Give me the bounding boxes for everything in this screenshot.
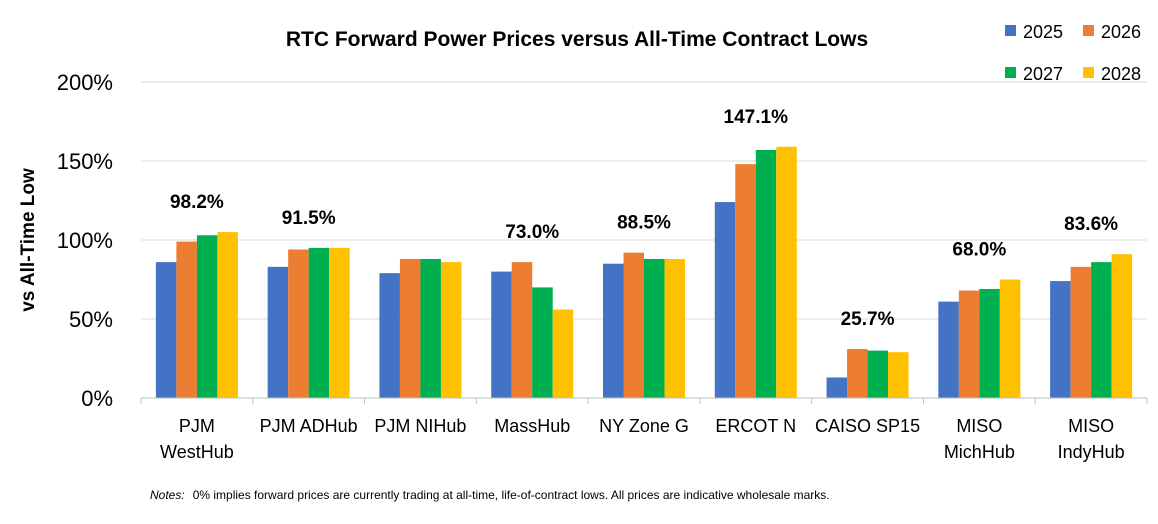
category-label: NY Zone G: [599, 416, 689, 436]
y-tick-label: 0%: [81, 386, 113, 411]
bar-2028: [1111, 254, 1133, 398]
bar-2028: [776, 146, 797, 398]
legend-label: 2027: [1023, 64, 1063, 84]
bar-2027: [1091, 262, 1112, 398]
legend-label: 2025: [1023, 22, 1063, 42]
bar-2026: [288, 249, 309, 398]
bar-2025: [603, 263, 624, 398]
bar-2027: [979, 288, 1000, 398]
bar-2026: [511, 262, 533, 398]
bar-2026: [399, 258, 421, 398]
bar-2028: [329, 247, 350, 398]
data-labels: 98.2% 91.5% 73.0% 88.5% 147.1% 25.7% 68.0% 83.6…: [170, 107, 1118, 330]
y-axis-label: vs All-Time Low: [18, 168, 39, 312]
bar-2026: [1070, 266, 1092, 398]
bars: [155, 146, 1133, 398]
category-label: MassHub: [494, 416, 570, 436]
legend: 2025 2026 2027 2028: [1005, 22, 1141, 84]
data-label: 91.5%: [282, 208, 336, 229]
data-label: 88.5%: [617, 213, 671, 234]
bar-2025: [267, 266, 289, 398]
data-label: 98.2%: [170, 192, 224, 213]
bar-2026: [176, 241, 197, 398]
bar-2028: [217, 232, 238, 398]
bar-2025: [938, 301, 959, 398]
bar-2027: [308, 247, 330, 398]
data-label: 73.0%: [505, 222, 559, 243]
x-axis: [140, 397, 1148, 404]
category-label: MISO: [1068, 416, 1114, 436]
y-axis-ticks: 0% 50% 100% 150% 200%: [57, 70, 113, 411]
category-label: PJM: [179, 416, 215, 436]
category-label: IndyHub: [1058, 442, 1125, 462]
bar-2028: [440, 262, 462, 398]
category-label: PJM ADHub: [260, 416, 358, 436]
bar-2025: [491, 271, 512, 398]
legend-label: 2026: [1101, 22, 1141, 42]
bar-2027: [532, 287, 553, 398]
bar-2028: [888, 352, 909, 398]
note-label: Notes:: [150, 488, 185, 502]
category-label: ERCOT N: [715, 416, 796, 436]
bar-2027: [867, 350, 889, 398]
bar-2027: [755, 149, 777, 398]
y-tick-label: 200%: [57, 70, 113, 95]
bar-2026: [958, 290, 980, 398]
data-label: 68.0%: [952, 240, 1006, 261]
bar-2025: [379, 273, 400, 398]
chart-title: RTC Forward Power Prices versus All-Time…: [286, 28, 868, 51]
y-tick-label: 150%: [57, 149, 113, 174]
legend-label: 2028: [1101, 64, 1141, 84]
data-label: 83.6%: [1064, 214, 1118, 235]
bar-2027: [196, 235, 218, 398]
y-tick-label: 100%: [57, 228, 113, 253]
legend-swatch-2027: [1005, 67, 1016, 78]
bar-2027: [420, 258, 441, 398]
bar-2028: [664, 258, 685, 398]
category-label: WestHub: [160, 442, 234, 462]
bar-2025: [826, 377, 848, 398]
legend-swatch-2025: [1005, 25, 1016, 36]
category-labels: PJM WestHub PJM ADHub PJM NIHub MassHub NY Zo…: [160, 416, 1125, 462]
bar-2028: [552, 309, 574, 398]
bar-2026: [847, 349, 868, 398]
bar-2025: [155, 262, 177, 398]
legend-swatch-2026: [1083, 25, 1094, 36]
data-label: 147.1%: [724, 107, 789, 128]
category-label: MISO: [956, 416, 1002, 436]
bar-2025: [714, 202, 736, 398]
category-label: MichHub: [944, 442, 1015, 462]
note-text: 0% implies forward prices are currently …: [193, 488, 830, 502]
category-label: PJM NIHub: [374, 416, 466, 436]
chart-note: Notes: 0% implies forward prices are curr…: [150, 488, 830, 502]
bar-2026: [735, 164, 756, 398]
bar-2027: [644, 258, 665, 398]
data-label: 25.7%: [841, 309, 895, 330]
y-tick-label: 50%: [69, 307, 113, 332]
bar-2025: [1050, 281, 1071, 398]
bar-2026: [623, 252, 644, 398]
bar-2028: [999, 279, 1021, 398]
category-label: CAISO SP15: [815, 416, 920, 436]
legend-swatch-2028: [1083, 67, 1094, 78]
